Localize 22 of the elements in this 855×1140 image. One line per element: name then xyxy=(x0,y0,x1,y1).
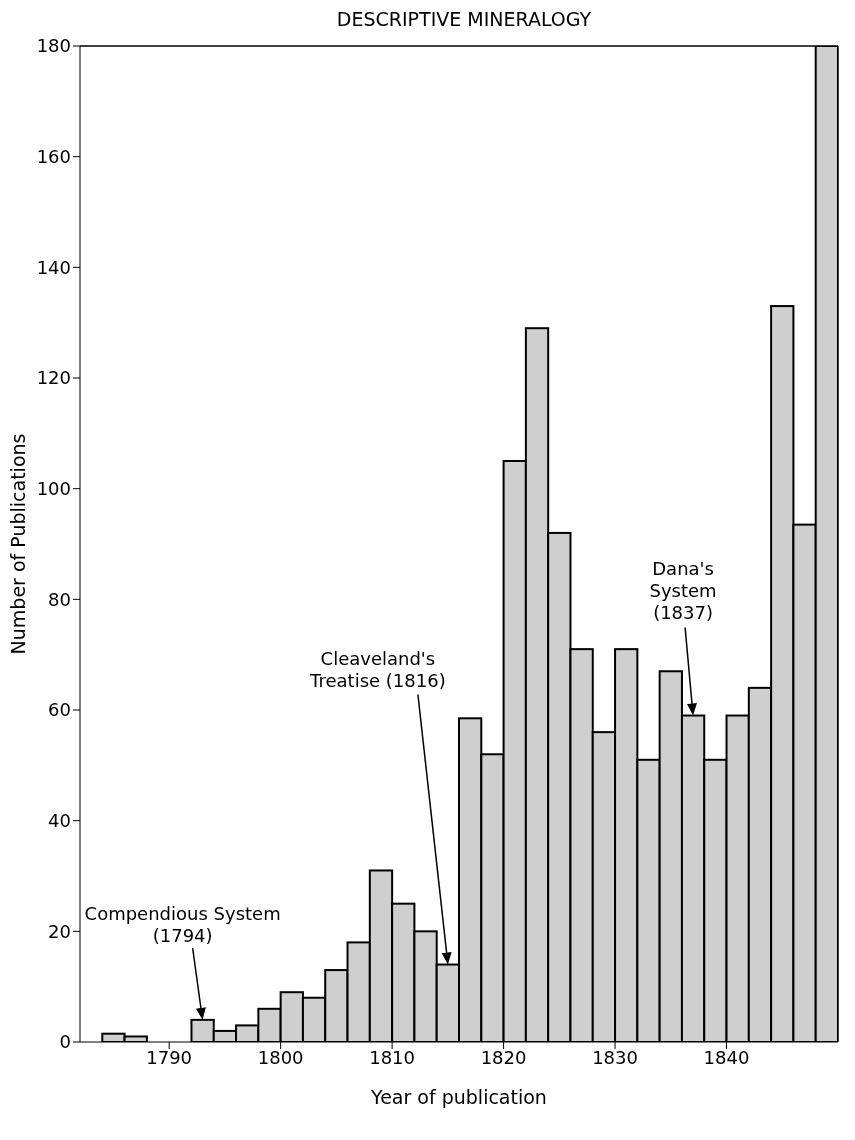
y-tick-label: 40 xyxy=(48,810,71,832)
y-tick-label: 80 xyxy=(48,588,71,610)
x-tick-label: 1830 xyxy=(592,1046,638,1068)
y-axis-title: Number of Publications xyxy=(6,433,29,655)
x-tick-label: 1790 xyxy=(146,1046,193,1068)
x-tick-label: 1800 xyxy=(257,1046,304,1068)
y-tick-label: 20 xyxy=(48,920,71,942)
y-tick-label: 180 xyxy=(36,35,71,57)
annotation: Dana's System (1837) xyxy=(649,558,717,624)
x-tick-label: 1820 xyxy=(480,1046,527,1068)
x-tick-label: 1840 xyxy=(703,1046,750,1068)
y-tick-label: 60 xyxy=(48,699,71,721)
annotation: Cleaveland's Treatise (1816) xyxy=(309,647,446,691)
y-tick-label: 100 xyxy=(36,478,71,500)
x-tick-label: 1810 xyxy=(369,1046,416,1068)
annotation: Compendious System (1794) xyxy=(84,902,281,946)
y-tick-label: 160 xyxy=(36,146,71,168)
y-tick-label: 120 xyxy=(36,367,71,389)
x-axis-title: Year of publication xyxy=(370,1086,547,1108)
y-tick-label: 0 xyxy=(59,1031,71,1053)
y-tick-label: 140 xyxy=(36,256,71,278)
chart-title: DESCRIPTIVE MINERALOGY xyxy=(335,8,593,32)
